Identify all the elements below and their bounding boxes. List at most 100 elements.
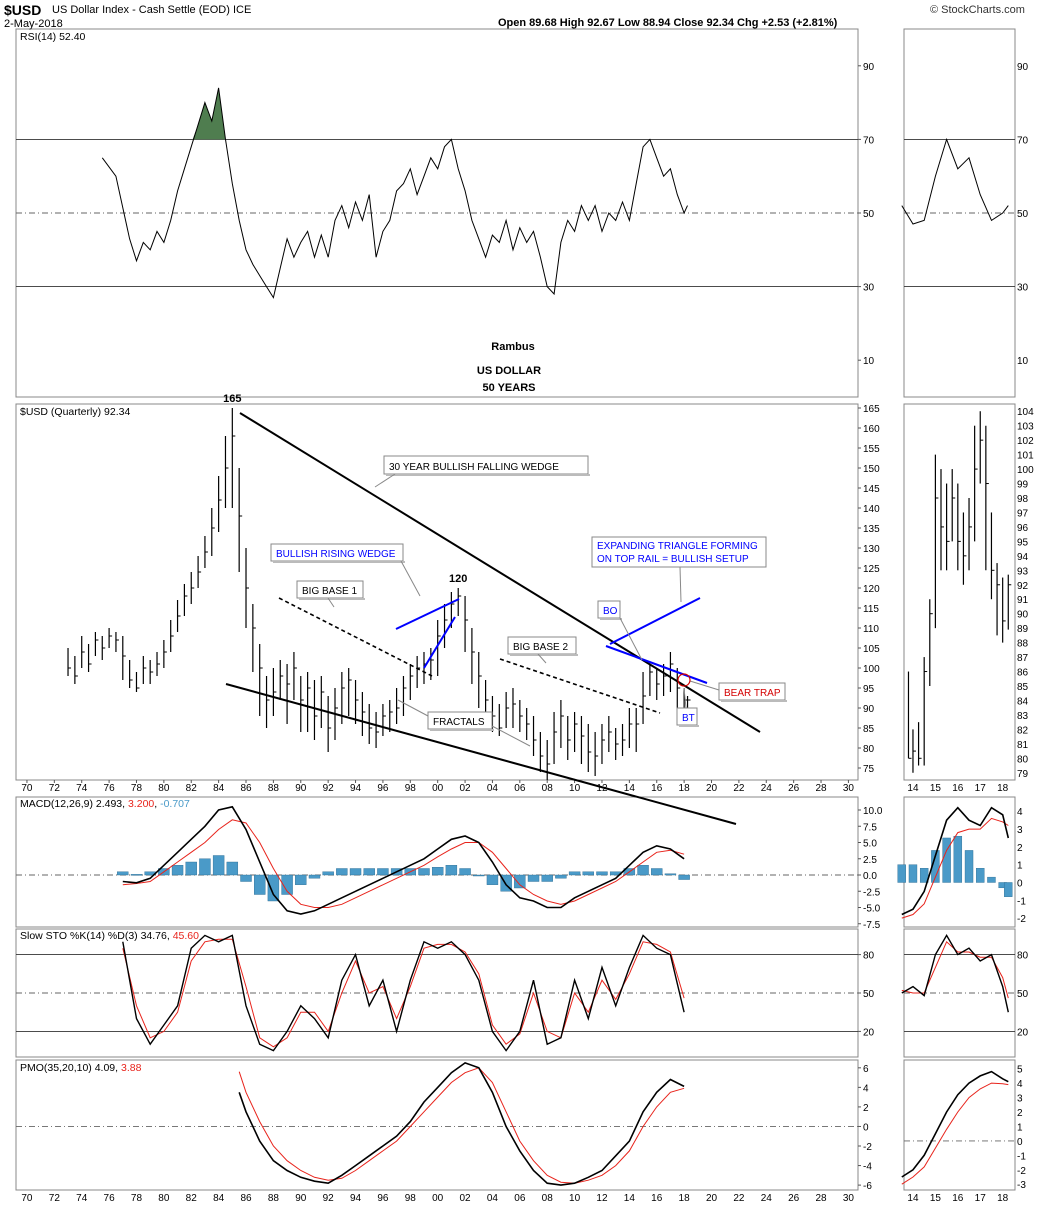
sto-zoom-ytick-label: 50	[1017, 989, 1029, 1000]
macd-histogram-bar	[281, 874, 293, 895]
triangle-top	[609, 597, 701, 645]
macd-ytick-label: -2.5	[863, 887, 881, 898]
macd-histogram-bar	[651, 868, 663, 876]
pmo-zoom-xtick-label: 14	[907, 1193, 919, 1204]
bo-label-box-shadow	[600, 618, 622, 620]
price-xtick-label: 10	[569, 783, 581, 794]
macd-zoom-ytick-label: 4	[1017, 807, 1023, 818]
rsi-ytick-label: 10	[863, 356, 875, 367]
price-xtick-label: 24	[761, 783, 773, 794]
macd-histogram-bar	[336, 868, 348, 876]
macd-line	[122, 805, 685, 915]
rsi-zoom-ytick-label: 90	[1017, 62, 1029, 73]
pmo-xtick-label: 92	[323, 1193, 335, 1204]
triangle-label-line2: ON TOP RAIL = BULLISH SETUP	[597, 554, 749, 565]
price-zoom-ytick-label: 79	[1017, 769, 1029, 780]
big-base-1-line	[278, 597, 433, 677]
price-xtick-label: 76	[104, 783, 116, 794]
price-ytick-label: 145	[863, 484, 880, 495]
macd-histogram-bar	[664, 873, 677, 876]
macd-histogram-bar	[541, 874, 553, 882]
sto-ytick-label: 80	[863, 951, 875, 962]
pmo-ytick-label: -6	[863, 1181, 872, 1192]
macd-histogram-bar	[117, 871, 129, 876]
triangle-label-box	[591, 536, 767, 568]
price-xtick-label: 90	[295, 783, 307, 794]
pmo-xtick-label: 70	[21, 1193, 33, 1204]
bo-label-text: BO	[603, 606, 618, 617]
caption-span: 50 YEARS	[483, 382, 536, 394]
wedge-top-rail	[239, 412, 761, 733]
price-xtick-label: 84	[213, 783, 225, 794]
price-xtick-label: 04	[487, 783, 499, 794]
price-xtick-label: 26	[788, 783, 800, 794]
bear-trap-label-text: BEAR TRAP	[724, 688, 781, 699]
pmo-zoom-ytick-label: -1	[1017, 1151, 1026, 1162]
sto-ytick-label: 20	[863, 1027, 875, 1038]
macd-title-part: MACD(12,26,9) 2.493,	[20, 798, 128, 810]
macd-histogram-bar	[267, 874, 280, 902]
pmo-xtick-label: 14	[624, 1193, 636, 1204]
pmo-zoom-xtick-label: 18	[997, 1193, 1009, 1204]
pmo-zoom-xtick-label: 16	[952, 1193, 964, 1204]
pmo-xtick-label: 94	[350, 1193, 362, 1204]
price-xtick-label: 00	[432, 783, 444, 794]
price-zoom-ytick-label: 92	[1017, 581, 1029, 592]
price-zoom-ytick-label: 95	[1017, 537, 1029, 548]
macd-zoom-histogram-bar	[976, 868, 985, 883]
price-zoom-xtick-label: 15	[930, 783, 942, 794]
chart-date: 2-May-2018	[4, 18, 63, 30]
macd-title-part: ,	[154, 798, 160, 810]
price-zoom-xtick-label: 16	[952, 783, 964, 794]
bo-pointer	[619, 617, 643, 661]
pmo-ytick-label: -2	[863, 1142, 872, 1153]
triangle-label-pointer	[679, 566, 682, 603]
wedge-label-box-shadow	[386, 474, 590, 476]
price-zoom-ytick-label: 94	[1017, 552, 1029, 563]
price-panel-frame	[15, 403, 859, 781]
pmo-zoom-line	[901, 1070, 1009, 1178]
macd-zoom-signal-line	[901, 817, 1009, 919]
price-zoom-ytick-label: 97	[1017, 508, 1029, 519]
price-xtick-label: 94	[350, 783, 362, 794]
macd-histogram-bar	[486, 874, 499, 885]
sto-title-part: 45.60	[173, 930, 199, 942]
price-zoom-ytick-label: 96	[1017, 523, 1029, 534]
fractals-pointer-right	[491, 725, 531, 747]
chart-symbol: $USD	[4, 2, 42, 18]
price-zoom-ytick-label: 99	[1017, 480, 1029, 491]
macd-histogram-bar	[568, 871, 581, 876]
macd-zoom-ytick-label: -1	[1017, 896, 1026, 907]
bt-pointer	[683, 687, 687, 709]
pmo-panel-frame	[15, 1059, 859, 1191]
sto-title: Slow STO %K(14) %D(3) 34.76, 45.60	[20, 930, 199, 942]
quote-summary: Open 89.68 High 92.67 Low 88.94 Close 92…	[498, 17, 838, 29]
macd-histogram-bar	[240, 874, 252, 882]
price-zoom-ytick-label: 81	[1017, 740, 1029, 751]
macd-histogram-bar	[418, 868, 430, 876]
big-base-1-label-box-shadow	[299, 598, 365, 600]
price-ytick-label: 115	[863, 604, 879, 615]
macd-signal-line	[122, 819, 685, 908]
rising-wedge-label-box-shadow	[273, 561, 405, 563]
pmo-zoom-ytick-label: 3	[1017, 1094, 1023, 1105]
pmo-xtick-label: 90	[295, 1193, 307, 1204]
pmo-xtick-label: 78	[131, 1193, 143, 1204]
price-xtick-label: 08	[542, 783, 554, 794]
macd-zoom-histogram-bar	[987, 876, 996, 883]
price-xtick-label: 12	[596, 783, 608, 794]
price-ytick-label: 75	[863, 764, 875, 775]
price-zoom-ytick-label: 100	[1017, 465, 1034, 476]
macd-zoom-ytick-label: 0	[1017, 878, 1023, 889]
price-ytick-label: 80	[863, 744, 875, 755]
pmo-ytick-label: 6	[863, 1064, 869, 1075]
rising-wedge-top	[395, 598, 460, 630]
sto-ytick-label: 50	[863, 989, 875, 1000]
macd-histogram-bar	[363, 868, 375, 876]
macd-zoom-frame	[903, 796, 1016, 928]
price-xtick-label: 28	[815, 783, 827, 794]
price-zoom-frame	[903, 403, 1016, 781]
pmo-xtick-label: 00	[432, 1193, 444, 1204]
macd-ytick-label: 5.0	[863, 839, 877, 850]
price-ytick-label: 155	[863, 444, 880, 455]
